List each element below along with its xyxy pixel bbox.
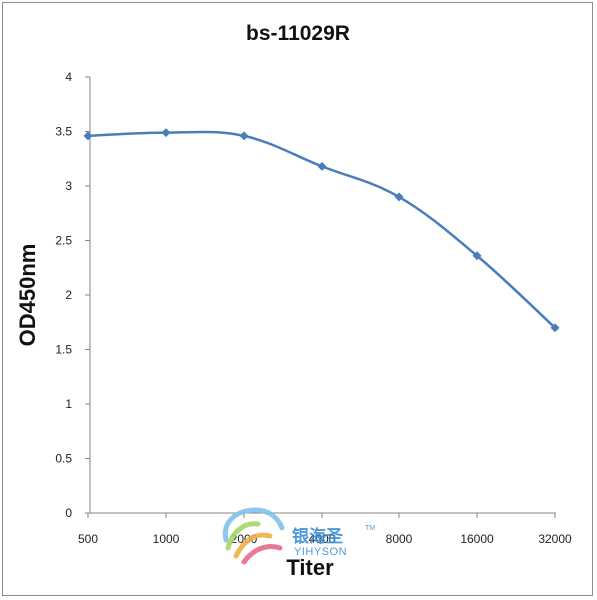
x-axis-title: Titer	[286, 555, 334, 580]
y-tick-label: 2	[65, 288, 72, 302]
watermark: 银海圣 TM YIHYSON	[222, 507, 375, 565]
x-tick-label: 4000	[309, 532, 336, 546]
data-point-marker	[550, 323, 560, 333]
y-tick-label: 1	[65, 397, 72, 411]
x-tick-label: 32000	[538, 532, 572, 546]
data-point-marker	[472, 251, 482, 261]
y-tick-label: 1.5	[55, 343, 72, 357]
chart-title: bs-11029R	[246, 22, 350, 45]
y-tick-labels: 0 0.5 1 1.5 2 2.5 3 3.5 4	[55, 70, 90, 520]
series-line	[87, 130, 556, 329]
data-point-marker	[394, 192, 404, 202]
data-point-marker	[83, 131, 93, 141]
watermark-cn: 银海圣	[292, 526, 344, 547]
data-point-marker	[161, 128, 171, 138]
data-point-marker	[317, 161, 327, 171]
x-tick-label: 500	[78, 532, 98, 546]
y-tick-label: 0	[65, 506, 72, 520]
x-tick-label: 8000	[386, 532, 413, 546]
series-layer	[83, 128, 560, 333]
x-tick-label: 16000	[460, 532, 494, 546]
y-axis-title: OD450nm	[15, 244, 40, 347]
watermark-tm: TM	[365, 525, 375, 532]
y-tick-label: 0.5	[55, 452, 72, 466]
y-tick-label: 3.5	[55, 125, 72, 139]
y-tick-label: 2.5	[55, 234, 72, 248]
y-tick-label: 4	[65, 70, 72, 84]
x-tick-label: 2000	[231, 532, 258, 546]
y-tick-label: 3	[65, 179, 72, 193]
x-tick-labels: 500 1000 2000 4000 8000 16000 32000	[78, 513, 572, 546]
x-tick-label: 1000	[153, 532, 180, 546]
watermark-en: YIHYSON	[294, 546, 347, 558]
watermark-logo-icon	[222, 507, 285, 565]
data-point-marker	[239, 131, 249, 141]
